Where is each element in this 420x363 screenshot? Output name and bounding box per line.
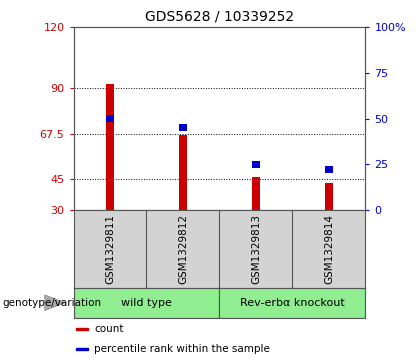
Bar	[220, 288, 365, 318]
Text: percentile rank within the sample: percentile rank within the sample	[94, 344, 270, 354]
Text: Rev-erbα knockout: Rev-erbα knockout	[240, 298, 345, 308]
Text: GSM1329814: GSM1329814	[324, 214, 334, 284]
Bar	[105, 115, 114, 122]
Text: genotype/variation: genotype/variation	[2, 298, 101, 308]
Text: GSM1329813: GSM1329813	[251, 214, 261, 284]
Bar	[76, 348, 88, 351]
Polygon shape	[45, 295, 65, 311]
Title: GDS5628 / 10339252: GDS5628 / 10339252	[145, 9, 294, 23]
Bar	[252, 178, 260, 210]
Bar	[178, 135, 187, 210]
Bar	[325, 166, 333, 173]
Bar	[325, 183, 333, 210]
Text: count: count	[94, 324, 123, 334]
Bar	[178, 124, 187, 131]
Text: GSM1329811: GSM1329811	[105, 214, 115, 284]
Bar	[105, 84, 114, 210]
Bar	[76, 328, 88, 330]
Bar	[74, 288, 220, 318]
Bar	[252, 160, 260, 168]
Text: GSM1329812: GSM1329812	[178, 214, 188, 284]
Text: wild type: wild type	[121, 298, 172, 308]
